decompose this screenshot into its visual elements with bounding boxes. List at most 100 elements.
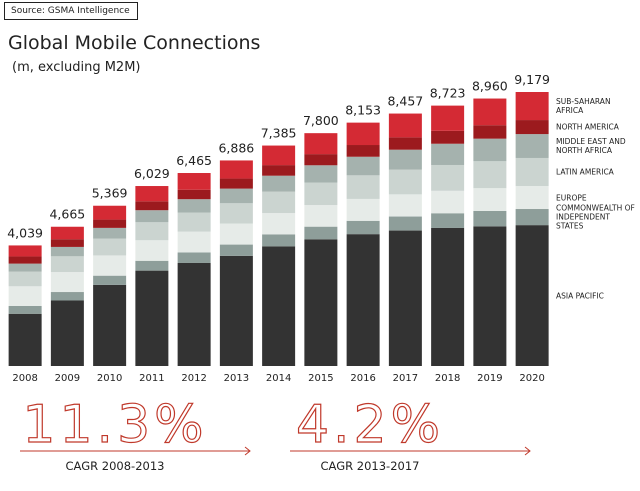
annotation-label: CAGR 2013-2017: [321, 459, 420, 473]
total-label: 4,039: [7, 225, 43, 240]
annotation-label: CAGR 2008-2013: [66, 459, 165, 473]
source: Source: GSMA Intelligence: [4, 2, 138, 20]
bar-segment: [473, 98, 507, 126]
bar-segment: [50, 226, 84, 240]
bar-segment: [346, 220, 380, 235]
bar-segment: [8, 271, 42, 287]
bar-segment: [93, 275, 127, 285]
chart-title: Global Mobile Connections: [8, 32, 261, 54]
x-tick-label: 2009: [55, 373, 80, 384]
bar-segment: [388, 149, 422, 170]
bar-segment: [431, 105, 465, 131]
bar-segment: [177, 189, 211, 200]
bar-segment: [304, 226, 338, 240]
bar-segment: [346, 175, 380, 199]
chart-subtitle: (m, excluding M2M): [12, 60, 141, 75]
bar-segment: [515, 225, 549, 366]
arrow-head: [244, 446, 251, 456]
bar-segment: [304, 182, 338, 206]
bar-segment: [219, 160, 253, 179]
bar-segment: [8, 256, 42, 264]
bar-segment: [219, 223, 253, 245]
bar-segment: [50, 272, 84, 293]
x-tick-label: 2017: [393, 373, 418, 384]
arrow-head: [524, 446, 531, 456]
bar-segment: [262, 234, 296, 247]
total-label: 7,385: [261, 126, 297, 141]
bar-segment: [135, 201, 169, 211]
legend-label: MIDDLE EAST AND NORTH AFRICA: [556, 137, 626, 156]
total-label: 6,886: [218, 140, 254, 155]
bar-segment: [304, 165, 338, 183]
bar-segment: [431, 227, 465, 366]
bar-segment: [50, 256, 84, 273]
bar-segment: [50, 239, 84, 247]
total-label: 8,960: [472, 79, 508, 94]
x-tick-label: 2010: [97, 373, 122, 384]
bar-segment: [473, 226, 507, 366]
bar-segment: [177, 231, 211, 253]
total-label: 7,800: [303, 113, 339, 128]
bar-segment: [8, 263, 42, 272]
bar-segment: [388, 137, 422, 150]
bar-segment: [177, 173, 211, 190]
bar-segment: [177, 212, 211, 232]
bar-segment: [8, 306, 42, 314]
bar-segment: [93, 219, 127, 228]
bar-segment: [8, 286, 42, 306]
bar-segment: [515, 120, 549, 135]
bar-segment: [135, 186, 169, 202]
bar-segment: [219, 244, 253, 256]
x-tick-label: 2014: [266, 373, 291, 384]
bar-segment: [431, 130, 465, 144]
annotation-value: 11.3%: [22, 395, 207, 455]
bar-segment: [515, 186, 549, 210]
bar-segment: [515, 157, 549, 187]
bar-segment: [431, 143, 465, 165]
bar-segment: [515, 134, 549, 158]
bar-segment: [93, 238, 127, 256]
x-tick-label: 2020: [519, 373, 544, 384]
bar-segment: [473, 125, 507, 139]
legend-label: NORTH AMERICA: [556, 122, 619, 132]
bar-segment: [473, 210, 507, 227]
total-label: 6,465: [176, 153, 212, 168]
x-tick-label: 2012: [181, 373, 206, 384]
bar-segment: [388, 216, 422, 231]
bar-segment: [346, 198, 380, 221]
bar-segment: [135, 260, 169, 271]
bar-segment: [262, 246, 296, 366]
bar-segment: [304, 133, 338, 155]
bar-segment: [262, 145, 296, 166]
bar-segment: [262, 191, 296, 214]
x-tick-label: 2008: [12, 373, 37, 384]
total-label: 5,369: [92, 186, 128, 201]
bar-segment: [93, 227, 127, 239]
bar-segment: [431, 190, 465, 214]
bar-segment: [346, 122, 380, 146]
bar-segment: [304, 154, 338, 166]
x-tick-label: 2018: [435, 373, 460, 384]
legend-label: ASIA PACIFIC: [556, 291, 604, 301]
annotation-value: 4.2%: [296, 395, 444, 455]
bar-segment: [304, 205, 338, 227]
bar-segment: [473, 161, 507, 189]
bar-segment: [346, 234, 380, 366]
bar-segment: [135, 210, 169, 223]
bar-segment: [388, 194, 422, 217]
bar-segment: [50, 246, 84, 257]
x-tick-label: 2019: [477, 373, 502, 384]
bar-segment: [431, 164, 465, 191]
bar-segment: [515, 209, 549, 226]
legend-label: EUROPE: [556, 193, 587, 203]
bar-segment: [262, 175, 296, 192]
legend-label: COMMONWEALTH OF INDEPENDENT STATES: [556, 203, 635, 231]
bar-segment: [388, 230, 422, 366]
x-tick-label: 2011: [139, 373, 164, 384]
bar-segment: [135, 240, 169, 261]
total-label: 8,723: [430, 86, 466, 101]
bar-segment: [473, 188, 507, 211]
total-label: 9,179: [514, 72, 550, 87]
bar-segment: [346, 156, 380, 176]
